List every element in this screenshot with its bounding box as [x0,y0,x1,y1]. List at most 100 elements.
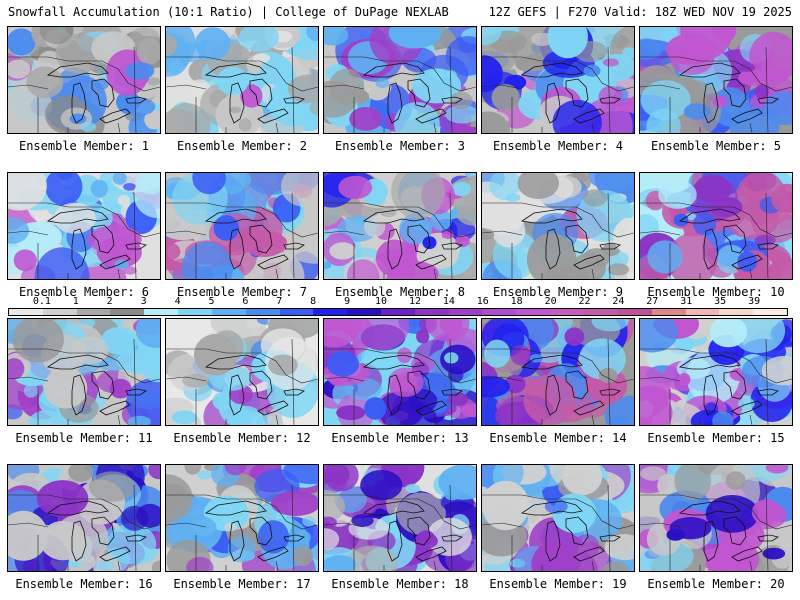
snow-contour [123,183,136,191]
lake-outline [249,370,273,400]
lake-outline [249,78,273,108]
ensemble-panel: Ensemble Member: 15 [639,318,793,445]
lake-outline [565,224,589,254]
snow-contour [505,193,521,202]
border-line [275,268,279,279]
snow-contour [283,465,318,485]
lake-outline [573,400,605,416]
snow-contour [166,35,178,56]
legend-swatch [178,309,212,315]
snow-contour [482,480,530,531]
snow-contour [329,242,356,260]
legend-value: 5 [208,296,215,307]
snow-contour [142,350,160,383]
snow-contour [87,225,142,254]
snow-contour [268,354,298,376]
border-line [749,122,753,133]
lake-outline [249,224,273,254]
lake-outline [415,546,447,562]
border-line [8,522,49,528]
legend-swatch [381,309,415,315]
snow-contour [562,465,603,496]
snow-contour [353,319,410,351]
lake-outline [441,388,463,396]
lake-outline [257,108,289,124]
snow-contour [445,105,476,124]
snow-contour [213,215,239,241]
lake-outline [599,242,621,250]
snow-contour [602,58,619,67]
ensemble-member-label: Ensemble Member: 18 [331,577,469,591]
snow-contour [135,173,160,195]
border-line [607,192,611,279]
snow-contour [504,374,526,394]
snow-contour [100,327,138,355]
snow-contour [564,327,585,346]
border-line [449,484,453,571]
lake-outline [91,370,115,400]
border-line [117,122,121,133]
ensemble-member-label: Ensemble Member: 17 [173,577,311,591]
snowfall-field [482,319,634,425]
snow-contour [181,241,233,279]
border-line [640,56,792,92]
snow-contour [531,541,579,571]
border-line [8,494,160,530]
snow-contour [347,259,380,279]
snow-contour [324,261,332,270]
lake-outline [362,208,425,224]
legend-swatch [753,309,788,315]
legend-swatch [482,309,517,315]
snow-contour [482,202,518,236]
lake-outline [204,500,267,516]
legend-swatch [279,309,314,315]
snow-contour [482,55,503,93]
border-line [640,230,681,236]
snowfall-field [324,173,476,279]
snow-contour [510,345,531,366]
legend-swatch [651,309,686,315]
lake-outline [545,228,561,270]
snowfall-field [482,465,634,571]
snow-contour [375,78,390,89]
lake-outline [71,520,87,562]
lake-outline [520,354,583,370]
lake-outline [757,534,779,542]
snow-contour [680,27,733,60]
lake-outline [415,400,447,416]
lake-outline [545,520,561,562]
lake-outline [125,388,147,396]
snow-contour [135,319,160,348]
snowfall-field [482,173,634,279]
lake-outline [703,374,719,416]
ensemble-panel: Ensemble Member: 4 [481,26,635,153]
border-line [166,376,207,382]
snow-contour [197,470,213,480]
snow-contour [364,397,387,420]
legend-swatch [42,309,77,315]
ensemble-member-label: Ensemble Member: 20 [647,577,785,591]
lake-outline [703,228,719,270]
snow-contour [309,100,318,116]
snowfall-field [8,173,160,279]
snowfall-map [323,318,477,426]
ensemble-member-label: Ensemble Member: 19 [489,577,627,591]
ensemble-panel: Ensemble Member: 19 [481,464,635,591]
snow-contour [229,106,242,114]
lake-outline [99,546,131,562]
snow-contour [271,491,318,516]
lake-outline [678,62,741,78]
snow-contour [761,356,792,386]
border-line [482,494,634,530]
snowfall-field [324,319,476,425]
border-line [749,268,753,279]
snow-contour [166,103,211,133]
snow-contour [657,473,679,498]
snow-contour [647,240,683,274]
snow-contour [223,522,237,532]
snow-contour [192,173,226,195]
snow-contour [23,384,39,398]
snow-contour [640,488,658,511]
border-line [433,414,437,425]
snow-contour [8,59,31,79]
